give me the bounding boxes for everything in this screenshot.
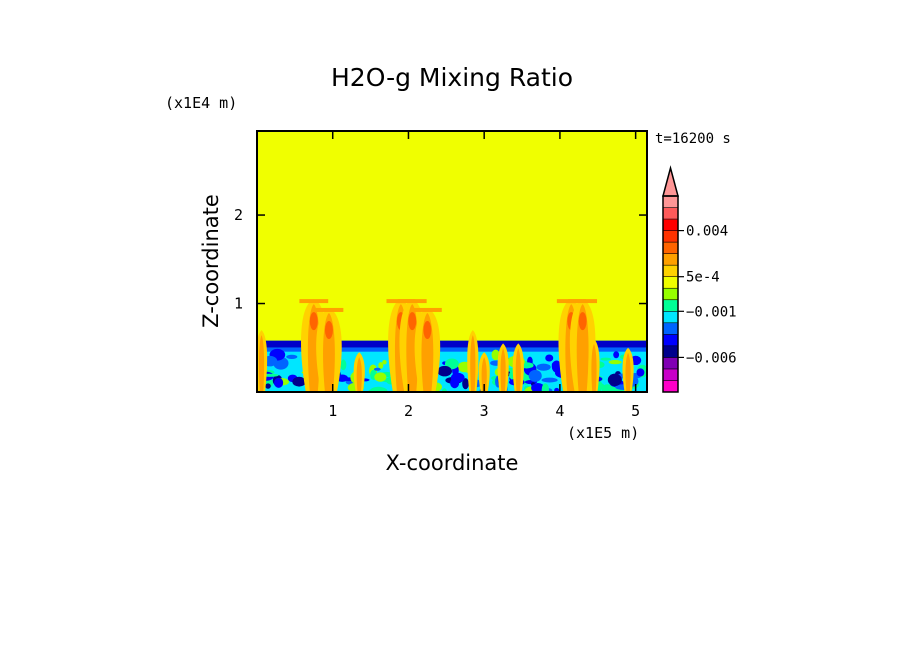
colorbar-swatch [663, 196, 678, 208]
inversion-band [257, 340, 647, 348]
x-tick-label: 3 [480, 402, 489, 420]
boundary-layer-patch [600, 357, 612, 361]
colorbar-tick-label: 5e-4 [686, 270, 720, 286]
colorbar-frame [662, 195, 679, 393]
y-tick-label: 2 [234, 206, 243, 224]
plume-anvil [397, 299, 427, 304]
colorbar-swatch [663, 299, 678, 312]
y-axis-label: Z-coordinate [199, 194, 223, 328]
axes-frame [256, 130, 648, 393]
colorbar-swatch [663, 311, 678, 324]
boundary-layer-patch [340, 359, 347, 371]
boundary-layer-patch [450, 372, 465, 383]
boundary-layer-patch [373, 367, 381, 371]
plume [512, 343, 524, 392]
colorbar-tick-label: −0.001 [686, 304, 737, 320]
colorbar-swatch [663, 230, 678, 243]
boundary-layer-patch [274, 377, 284, 388]
boundary-layer-patch [636, 368, 645, 377]
boundary-layer-patch [608, 359, 622, 365]
plume [412, 307, 442, 392]
boundary-layer-patch [536, 363, 551, 371]
colorbar: 0.004 5e-4 −0.001 −0.006 [662, 165, 737, 393]
plume-inner [591, 343, 597, 392]
chart-title: H2O-g Mixing Ratio [331, 63, 573, 92]
colorbar-swatch [663, 380, 678, 393]
colorbar-swatch [663, 253, 678, 266]
plume [497, 343, 509, 392]
boundary-layer-patch [541, 383, 550, 392]
plume-core [423, 320, 432, 339]
x-tick-label: 4 [555, 402, 564, 420]
plume-anvil [299, 299, 329, 304]
plume-inner [515, 348, 521, 392]
boundary-layer-patch [541, 377, 558, 383]
plume [588, 338, 600, 392]
plume [622, 347, 634, 392]
plume [257, 330, 268, 392]
colorbar-tick-label: 0.004 [686, 224, 728, 240]
plume-core [578, 312, 587, 331]
boundary-layer-patch [437, 365, 452, 377]
boundary-layer-patch [382, 359, 387, 365]
boundary-layer-patch [613, 351, 620, 359]
x-tick-label: 2 [404, 402, 413, 420]
colorbar-swatch [663, 357, 678, 370]
plume-inner [625, 352, 631, 392]
heatmap-field [257, 131, 647, 392]
plume-core [324, 320, 333, 339]
colorbar-swatch [663, 288, 678, 301]
colorbar-swatch [663, 345, 678, 358]
time-label: t=16200 s [655, 131, 731, 147]
colorbar-swatch [663, 207, 678, 220]
colorbar-extend-arrow [662, 165, 679, 197]
plume [467, 330, 479, 392]
boundary-layer-patch [292, 376, 306, 387]
plume-inner [258, 335, 265, 392]
boundary-layer-patch [545, 354, 554, 362]
x-tick-label: 5 [631, 402, 640, 420]
plume-anvil [568, 299, 598, 304]
boundary-layer-patch [378, 362, 384, 369]
colorbar-swatch [663, 265, 678, 278]
plume-inner [481, 357, 487, 392]
colorbar-tick-label: −0.006 [686, 350, 737, 366]
boundary-layer-patch [491, 349, 500, 361]
plume [478, 352, 490, 392]
y-unit-label: (x1E4 m) [165, 94, 237, 112]
x-axis-label: X-coordinate [386, 451, 519, 475]
colorbar-swatch [663, 219, 678, 231]
colorbar-swatch [663, 368, 678, 381]
colorbar-swatch [663, 322, 678, 335]
boundary-layer-patch [265, 383, 271, 389]
boundary-layer-patch [462, 378, 469, 390]
plot-area [257, 131, 647, 392]
boundary-layer-patch [554, 387, 560, 392]
y-tick-label: 1 [234, 295, 243, 313]
boundary-layer-patch [286, 354, 298, 359]
colorbar-swatch [663, 334, 678, 347]
plume-anvil [314, 307, 344, 312]
plume-inner [356, 357, 362, 392]
axes: 1 2 3 4 5 1 2 [234, 130, 648, 420]
colorbar-swatch [663, 242, 678, 254]
boundary-layer-patch [528, 369, 542, 382]
boundary-layer-patch [374, 372, 387, 382]
plume-inner [470, 335, 476, 392]
colorbar-swatch [663, 276, 678, 289]
plume [314, 307, 344, 392]
plume-anvil [412, 307, 442, 312]
plume-core [408, 312, 417, 331]
boundary-layer-patch [607, 373, 622, 387]
boundary-layer-patch [531, 382, 545, 392]
plume [353, 352, 365, 392]
x-tick-label: 1 [328, 402, 337, 420]
inversion-band-lower [257, 347, 647, 352]
plume-inner [500, 348, 506, 392]
boundary-layer-patch [444, 358, 459, 370]
x-unit-label: (x1E5 m) [567, 424, 639, 442]
boundary-layer-patch [369, 386, 388, 392]
plume-core [309, 312, 318, 331]
